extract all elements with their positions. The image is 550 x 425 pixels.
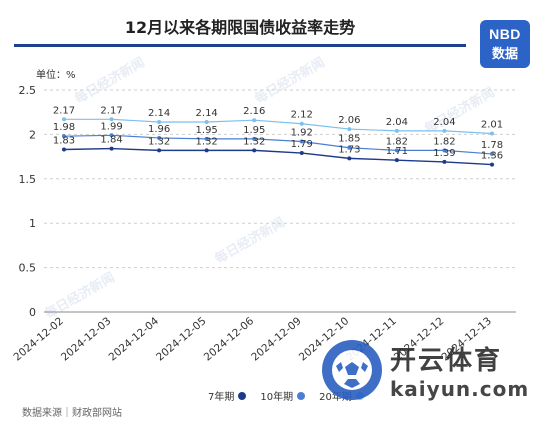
data-point <box>490 151 494 156</box>
data-label: 1.78 <box>481 140 503 151</box>
data-label: 1.83 <box>53 135 75 146</box>
data-label: 2.04 <box>433 117 455 128</box>
y-tick-label: 1.5 <box>19 173 37 186</box>
data-label: 1.32 <box>148 136 170 147</box>
data-point <box>299 139 304 144</box>
legend-label-10y: 10年期 <box>260 392 294 403</box>
data-label: 1.36 <box>481 151 503 162</box>
series-line-1 <box>63 134 493 155</box>
data-label: 2.12 <box>291 110 313 121</box>
data-label: 1.32 <box>243 136 265 147</box>
soccer-ball-icon <box>322 340 382 400</box>
data-label: 1.92 <box>291 128 313 139</box>
data-point <box>157 148 162 153</box>
data-point <box>204 119 209 124</box>
legend-marker-10y <box>297 391 306 400</box>
data-point <box>490 131 494 136</box>
data-point <box>394 148 399 153</box>
data-point <box>442 148 447 153</box>
data-label: 1.85 <box>338 134 360 145</box>
data-label: 2.14 <box>148 108 170 119</box>
data-point <box>109 117 114 122</box>
watermark-brand-en: kaiyun.com <box>390 376 530 401</box>
data-point <box>299 121 304 126</box>
data-label: 1.98 <box>53 122 75 133</box>
data-label: 2.06 <box>338 115 360 126</box>
legend-label-7y: 7年期 <box>208 392 235 403</box>
data-point <box>347 156 352 161</box>
y-tick-label: 0.5 <box>19 262 37 275</box>
data-point <box>442 159 447 164</box>
data-label: 1.79 <box>291 139 313 150</box>
data-label: 2.17 <box>100 105 122 116</box>
x-tick-label: 2024-12-06 <box>202 315 257 364</box>
data-label: 1.99 <box>100 121 122 132</box>
data-label: 1.95 <box>196 125 218 136</box>
data-label: 1.73 <box>338 144 360 155</box>
watermark-brand-cn: 开云体育 <box>390 345 503 376</box>
data-point <box>204 136 209 141</box>
x-tick-label: 2024-12-09 <box>249 315 303 363</box>
data-label: 2.14 <box>196 108 218 119</box>
y-tick-label: 0 <box>29 306 36 319</box>
data-point <box>62 117 66 122</box>
legend-marker-7y <box>238 391 247 400</box>
data-point <box>347 127 352 132</box>
y-tick-label: 2 <box>29 128 36 141</box>
data-label: 2.16 <box>243 106 265 117</box>
series-line-0 <box>64 118 493 135</box>
logo-line2: 数据 <box>491 46 518 61</box>
logo-line1: NBD <box>489 26 521 42</box>
y-tick-label: 2.5 <box>19 84 37 97</box>
brand-watermark: 开云体育 kaiyun.com <box>322 330 532 410</box>
series-line-2 <box>63 147 493 166</box>
data-label: 1.96 <box>148 124 170 135</box>
data-point <box>157 119 162 124</box>
data-label: 1.82 <box>386 136 408 147</box>
data-label: 1.82 <box>433 136 455 147</box>
source-note: 数据来源｜财政部网站 <box>22 408 122 419</box>
x-tick-label: 2024-12-05 <box>154 315 208 363</box>
page-title: 12月以来各期限国债收益率走势 <box>124 18 356 37</box>
title-underline <box>14 44 466 47</box>
data-point <box>252 148 257 153</box>
data-point <box>62 147 66 152</box>
data-label: 1.39 <box>433 148 455 159</box>
data-point <box>157 135 162 140</box>
data-label: 1.95 <box>243 125 265 136</box>
unit-label: 单位：% <box>36 70 76 81</box>
data-point <box>394 158 399 163</box>
data-point <box>347 145 352 150</box>
data-point <box>204 148 209 153</box>
data-label: 2.17 <box>53 105 75 116</box>
legend-item-10y: 10年期 <box>260 388 306 403</box>
x-tick-label: 2024-12-04 <box>107 315 162 364</box>
data-point <box>252 136 257 141</box>
data-label: 1.32 <box>196 136 218 147</box>
data-point <box>299 151 304 156</box>
x-tick-label: 2024-12-02 <box>11 315 65 363</box>
data-point <box>394 128 399 133</box>
data-label: 1.71 <box>386 146 408 157</box>
data-point <box>62 134 66 139</box>
data-point <box>442 128 447 133</box>
data-point <box>109 133 114 138</box>
x-tick-label: 2024-12-03 <box>59 315 113 363</box>
nbd-logo: NBD 数据 <box>480 20 530 68</box>
data-point <box>109 146 114 151</box>
data-point <box>252 118 257 123</box>
data-point <box>490 162 494 167</box>
data-label: 2.01 <box>481 120 503 131</box>
legend-item-7y: 7年期 <box>208 388 247 403</box>
data-label: 2.04 <box>386 117 408 128</box>
y-tick-label: 1 <box>29 217 36 230</box>
legend-label-20y: 20年期 <box>319 392 352 403</box>
data-label: 1.84 <box>100 135 122 146</box>
